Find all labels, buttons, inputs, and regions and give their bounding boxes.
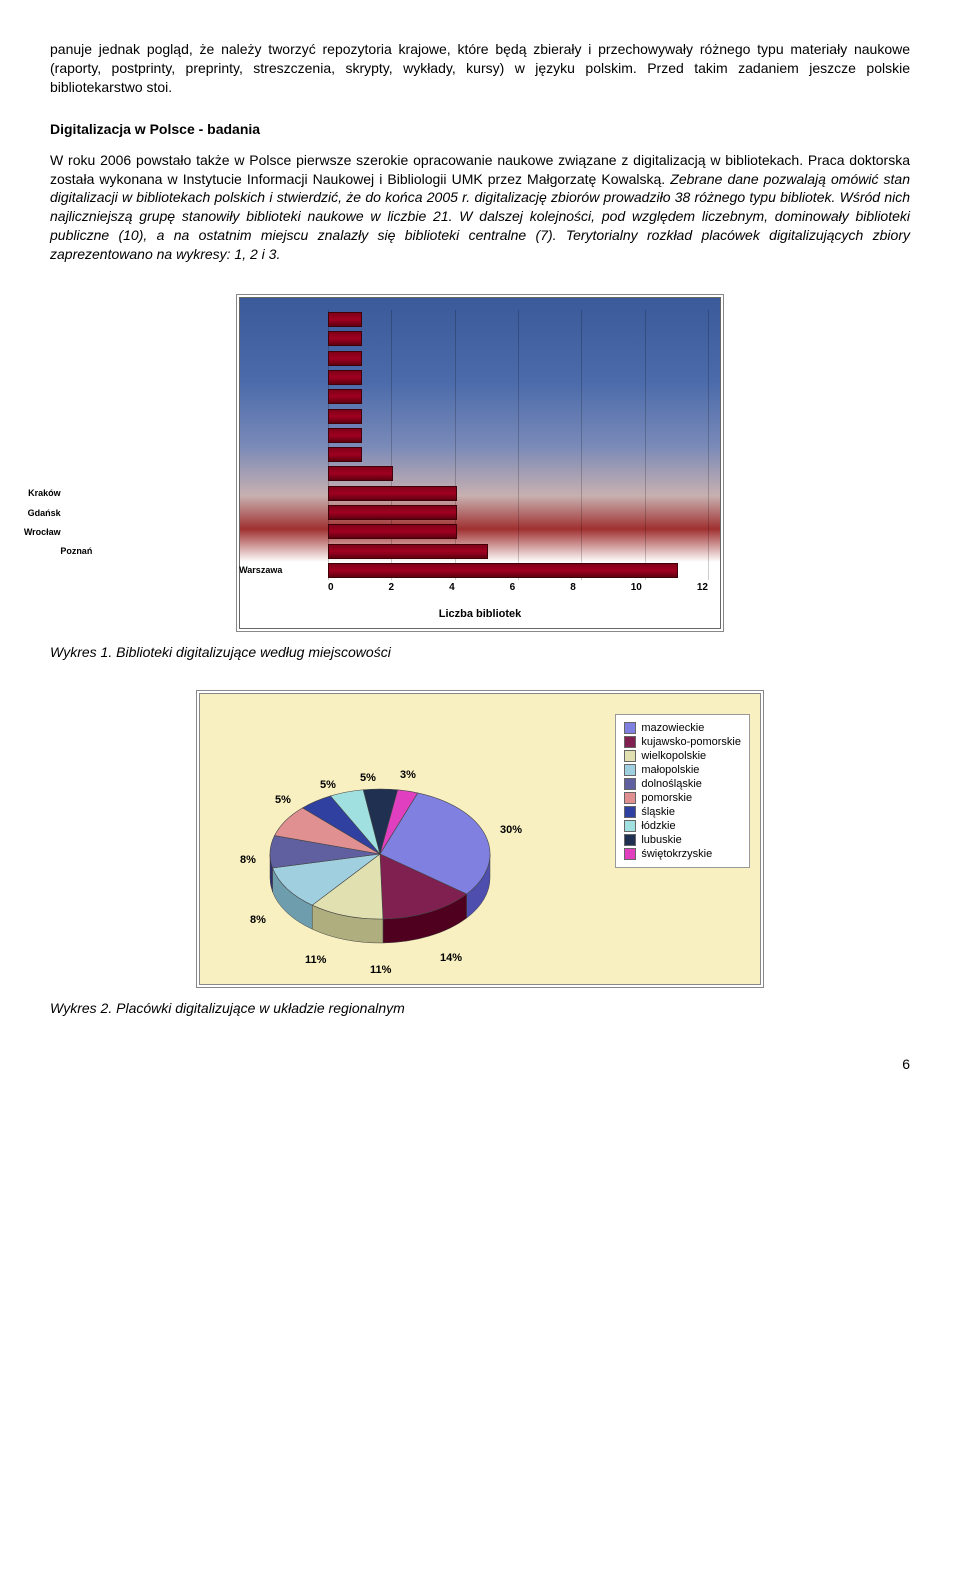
bar-label: Wrocław — [0, 527, 61, 537]
legend-label: kujawsko-pomorskie — [641, 736, 741, 748]
pie-pct-label: 8% — [250, 914, 266, 926]
bar-row: Kraków — [328, 485, 457, 502]
legend-row: małopolskie — [624, 763, 741, 777]
bar-row: Gdańsk — [328, 504, 457, 521]
legend-label: wielkopolskie — [641, 750, 706, 762]
bar-row: Kielce — [328, 330, 362, 347]
pie-chart: mazowieckie kujawsko-pomorskie wielkopolsk… — [199, 693, 761, 985]
bar-fill — [328, 389, 362, 404]
pie-legend: mazowieckie kujawsko-pomorskie wielkopolsk… — [615, 714, 750, 868]
pie-pct-label: 11% — [370, 964, 391, 976]
bar-xtick: 8 — [570, 582, 576, 596]
bar-row: Zielona Góra — [328, 446, 362, 463]
pie-svg — [220, 724, 540, 984]
pie-pct-label: 5% — [275, 794, 291, 806]
legend-label: lubuskie — [641, 834, 681, 846]
bar-row: Płock — [328, 350, 362, 367]
bar-row: Cieszyn — [328, 369, 362, 386]
legend-swatch — [624, 722, 636, 734]
legend-row: kujawsko-pomorskie — [624, 735, 741, 749]
bar-grid: Zakopane Kielce Płock Cieszyn Katowice Toruń Ł… — [328, 310, 708, 580]
bar-label: Poznań — [12, 546, 92, 556]
bar-fill — [328, 447, 362, 462]
legend-row: wielkopolskie — [624, 749, 741, 763]
bar-fill — [328, 428, 362, 443]
legend-label: łódzkie — [641, 820, 675, 832]
legend-swatch — [624, 806, 636, 818]
legend-swatch — [624, 848, 636, 860]
legend-label: dolnośląskie — [641, 778, 702, 790]
bar-xtick: 10 — [631, 582, 642, 596]
legend-row: łódzkie — [624, 819, 741, 833]
bar-fill — [328, 351, 362, 366]
bar-xtick: 2 — [389, 582, 395, 596]
legend-row: mazowieckie — [624, 721, 741, 735]
bar-row: Poznań — [328, 543, 488, 560]
legend-row: lubuskie — [624, 833, 741, 847]
pie-pct-label: 14% — [440, 952, 462, 964]
bar-row: Bydgoszcz — [328, 465, 393, 482]
bar-xtitle: Liczba bibliotek — [240, 608, 720, 620]
body-paragraph: W roku 2006 powstało także w Polsce pier… — [50, 151, 910, 264]
legend-label: świętokrzyskie — [641, 848, 712, 860]
bar-xaxis: 0 2 4 6 8 10 12 — [328, 582, 708, 596]
bar-fill — [328, 409, 362, 424]
bar-xtick: 0 — [328, 582, 334, 596]
legend-swatch — [624, 736, 636, 748]
bar-label: Warszawa — [202, 565, 282, 575]
legend-swatch — [624, 750, 636, 762]
bar-chart-box: Zakopane Kielce Płock Cieszyn Katowice Toruń Ł… — [236, 294, 724, 632]
bar-fill — [328, 466, 393, 481]
legend-label: małopolskie — [641, 764, 699, 776]
legend-swatch — [624, 820, 636, 832]
legend-label: mazowieckie — [641, 722, 704, 734]
pie-pct-label: 11% — [305, 954, 326, 966]
bar-fill — [328, 331, 362, 346]
section-heading: Digitalizacja w Polsce - badania — [50, 121, 910, 137]
bar-fill — [328, 563, 678, 578]
legend-row: pomorskie — [624, 791, 741, 805]
legend-swatch — [624, 778, 636, 790]
legend-row: dolnośląskie — [624, 777, 741, 791]
pie-pct-label: 5% — [360, 772, 376, 784]
bar-chart-wrap: Zakopane Kielce Płock Cieszyn Katowice Toruń Ł… — [50, 294, 910, 632]
bar-chart-caption: Wykres 1. Biblioteki digitalizujące wedł… — [50, 644, 910, 660]
legend-label: śląskie — [641, 806, 675, 818]
bar-fill — [328, 524, 457, 539]
bar-row: Katowice — [328, 388, 362, 405]
legend-swatch — [624, 834, 636, 846]
bar-fill — [328, 505, 457, 520]
page-number: 6 — [50, 1056, 910, 1072]
bar-xtick: 6 — [510, 582, 516, 596]
bar-row: Toruń — [328, 408, 362, 425]
bar-fill — [328, 544, 488, 559]
bar-xtick: 4 — [449, 582, 455, 596]
bar-fill — [328, 370, 362, 385]
pie-chart-box: mazowieckie kujawsko-pomorskie wielkopolsk… — [196, 690, 764, 988]
bar-fill — [328, 486, 457, 501]
bar-label: Kraków — [0, 488, 61, 498]
legend-swatch — [624, 764, 636, 776]
bar-row: Warszawa — [328, 562, 678, 579]
pie-chart-caption: Wykres 2. Placówki digitalizujące w ukła… — [50, 1000, 910, 1016]
bar-xtick: 12 — [697, 582, 708, 596]
legend-label: pomorskie — [641, 792, 692, 804]
intro-paragraph: panuje jednak pogląd, że należy tworzyć … — [50, 40, 910, 97]
bar-label: Gdańsk — [0, 508, 61, 518]
legend-row: śląskie — [624, 805, 741, 819]
bar-fill — [328, 312, 362, 327]
legend-row: świętokrzyskie — [624, 847, 741, 861]
pie-pct-label: 30% — [500, 824, 522, 836]
pie-chart-wrap: mazowieckie kujawsko-pomorskie wielkopolsk… — [50, 690, 910, 988]
bar-chart: Zakopane Kielce Płock Cieszyn Katowice Toruń Ł… — [239, 297, 721, 629]
bar-row: Wrocław — [328, 523, 457, 540]
pie-pct-label: 5% — [320, 779, 336, 791]
bar-row: Zakopane — [328, 311, 362, 328]
legend-swatch — [624, 792, 636, 804]
pie-pct-label: 3% — [400, 769, 416, 781]
pie-pct-label: 8% — [240, 854, 256, 866]
bar-row: Łódź — [328, 427, 362, 444]
